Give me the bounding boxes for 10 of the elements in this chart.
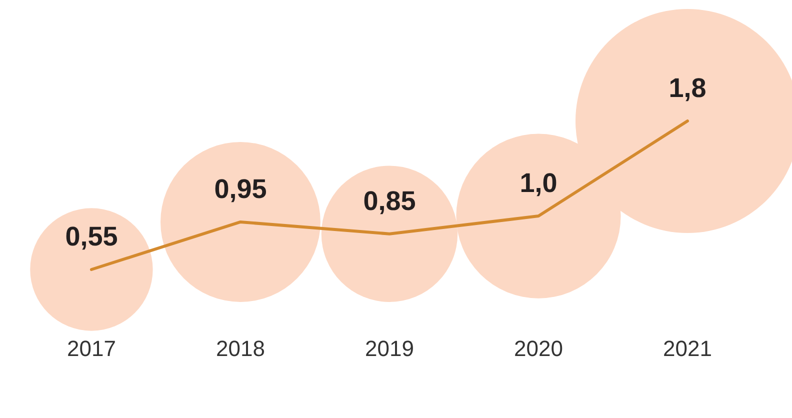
data-label: 1,0 (520, 168, 558, 198)
data-label: 1,8 (668, 72, 706, 103)
x-tick-label: 2019 (365, 336, 414, 361)
data-label: 0,85 (363, 186, 416, 216)
data-label: 0,55 (65, 221, 118, 252)
x-tick-label: 2021 (663, 336, 712, 361)
x-tick-label: 2017 (66, 336, 116, 361)
x-tick-label: 2020 (514, 336, 563, 361)
x-tick-label: 2018 (216, 336, 265, 361)
data-label: 0,95 (214, 174, 267, 204)
